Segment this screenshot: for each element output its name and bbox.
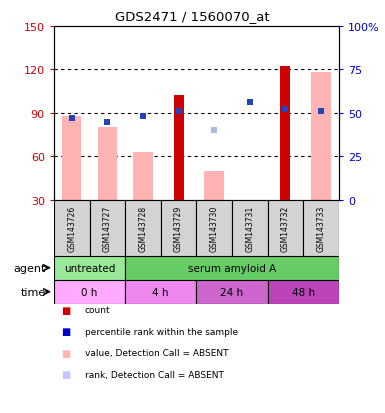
Bar xyxy=(125,280,196,304)
Text: value, Detection Call = ABSENT: value, Detection Call = ABSENT xyxy=(85,349,228,358)
Bar xyxy=(311,73,331,200)
Text: GDS2471 / 1560070_at: GDS2471 / 1560070_at xyxy=(115,10,270,23)
Bar xyxy=(232,200,268,256)
Bar xyxy=(125,256,339,280)
Bar xyxy=(303,200,339,256)
Bar xyxy=(268,280,339,304)
Text: serum amyloid A: serum amyloid A xyxy=(188,263,276,273)
Text: 0 h: 0 h xyxy=(81,287,98,297)
Text: time: time xyxy=(21,287,46,297)
Bar xyxy=(90,200,125,256)
Bar xyxy=(54,200,90,256)
Bar xyxy=(196,280,268,304)
Text: ■: ■ xyxy=(62,305,71,315)
Text: GSM143731: GSM143731 xyxy=(245,205,254,251)
Text: 4 h: 4 h xyxy=(152,287,169,297)
Text: GSM143727: GSM143727 xyxy=(103,205,112,251)
Text: ■: ■ xyxy=(62,370,71,380)
Bar xyxy=(125,200,161,256)
Text: ■: ■ xyxy=(62,327,71,337)
Text: GSM143732: GSM143732 xyxy=(281,205,290,251)
Text: percentile rank within the sample: percentile rank within the sample xyxy=(85,327,238,336)
Text: rank, Detection Call = ABSENT: rank, Detection Call = ABSENT xyxy=(85,370,224,379)
Text: GSM143726: GSM143726 xyxy=(67,205,76,251)
Text: agent: agent xyxy=(14,263,46,273)
Text: ■: ■ xyxy=(62,348,71,358)
Bar xyxy=(280,67,290,200)
Bar xyxy=(62,116,82,200)
Bar xyxy=(54,256,125,280)
Text: 48 h: 48 h xyxy=(291,287,315,297)
Text: 24 h: 24 h xyxy=(220,287,244,297)
Bar xyxy=(174,96,184,200)
Text: GSM143730: GSM143730 xyxy=(210,205,219,252)
Bar xyxy=(204,171,224,200)
Text: GSM143729: GSM143729 xyxy=(174,205,183,251)
Text: count: count xyxy=(85,306,110,315)
Bar xyxy=(97,128,117,200)
Bar xyxy=(133,152,153,200)
Bar xyxy=(196,200,232,256)
Text: GSM143733: GSM143733 xyxy=(316,205,325,252)
Bar xyxy=(161,200,196,256)
Text: untreated: untreated xyxy=(64,263,115,273)
Bar xyxy=(268,200,303,256)
Bar xyxy=(54,280,125,304)
Text: GSM143728: GSM143728 xyxy=(139,205,147,251)
